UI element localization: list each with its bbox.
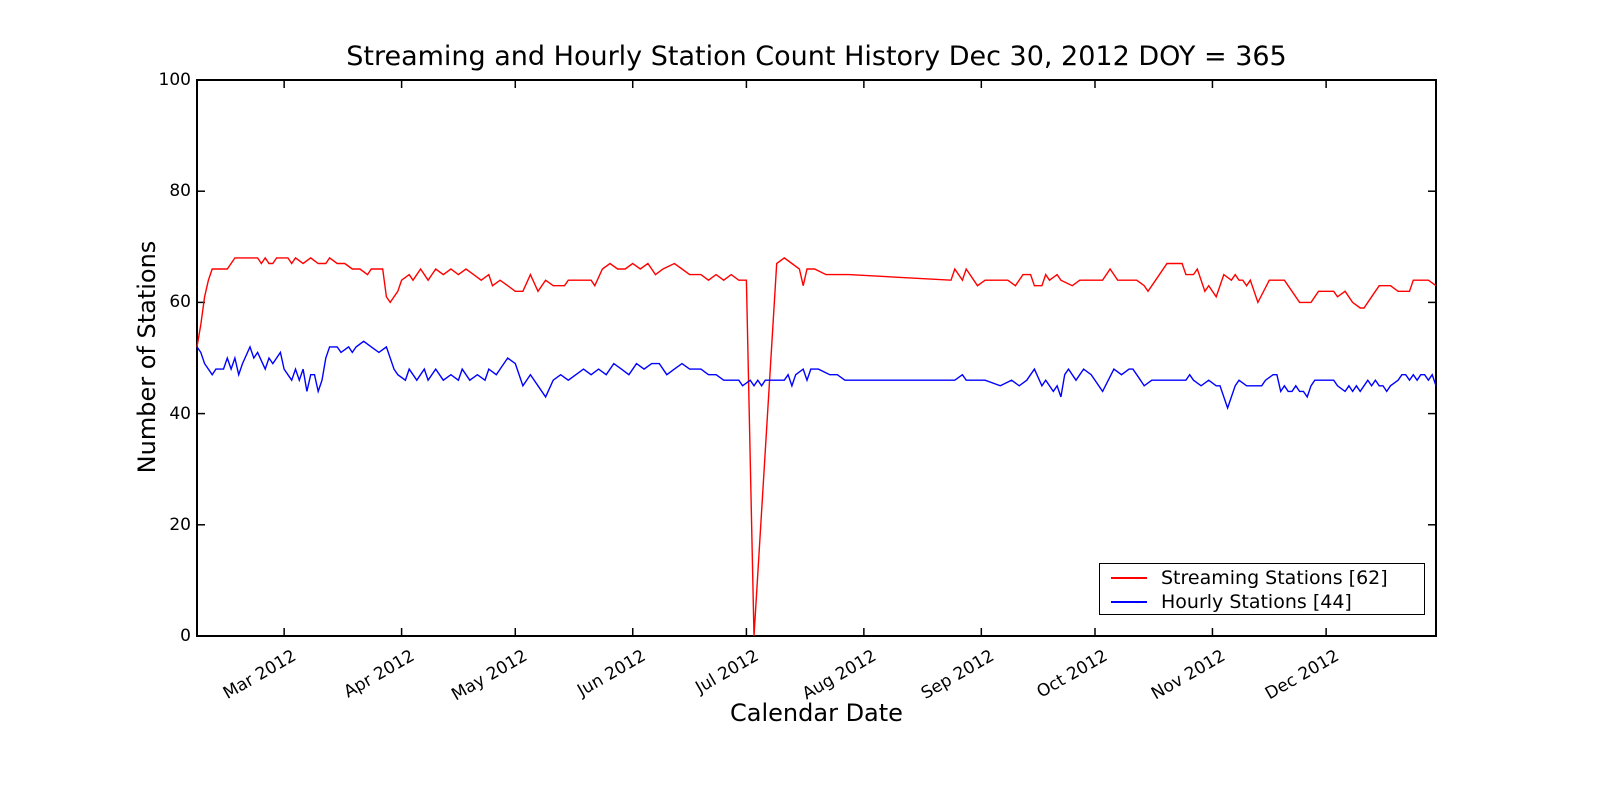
x-axis-label: Calendar Date <box>730 699 903 727</box>
legend-box: Streaming Stations [62] Hourly Stations … <box>1099 563 1425 615</box>
legend-item-hourly: Hourly Stations [44] <box>1100 590 1424 614</box>
series-line-streaming <box>196 256 1437 637</box>
legend-line-sample-streaming-icon <box>1111 577 1147 579</box>
series-line-hourly <box>196 340 1437 411</box>
y-tick-label-60: 60 <box>169 292 191 313</box>
legend-label-hourly: Hourly Stations [44] <box>1161 591 1352 613</box>
legend-line-sample-hourly-icon <box>1111 601 1147 603</box>
y-tick-label-100: 100 <box>158 70 191 90</box>
legend-item-streaming: Streaming Stations [62] <box>1100 566 1424 590</box>
y-tick-label-80: 80 <box>169 181 191 202</box>
plot-frame <box>196 79 1437 637</box>
legend-label-streaming: Streaming Stations [62] <box>1161 567 1388 589</box>
y-axis-label: Number of Stations <box>133 240 161 474</box>
y-tick-label-40: 40 <box>169 403 191 424</box>
y-tick-label-0: 0 <box>180 626 191 646</box>
y-tick-label-20: 20 <box>169 514 191 535</box>
chart-title: Streaming and Hourly Station Count Histo… <box>346 41 1287 72</box>
